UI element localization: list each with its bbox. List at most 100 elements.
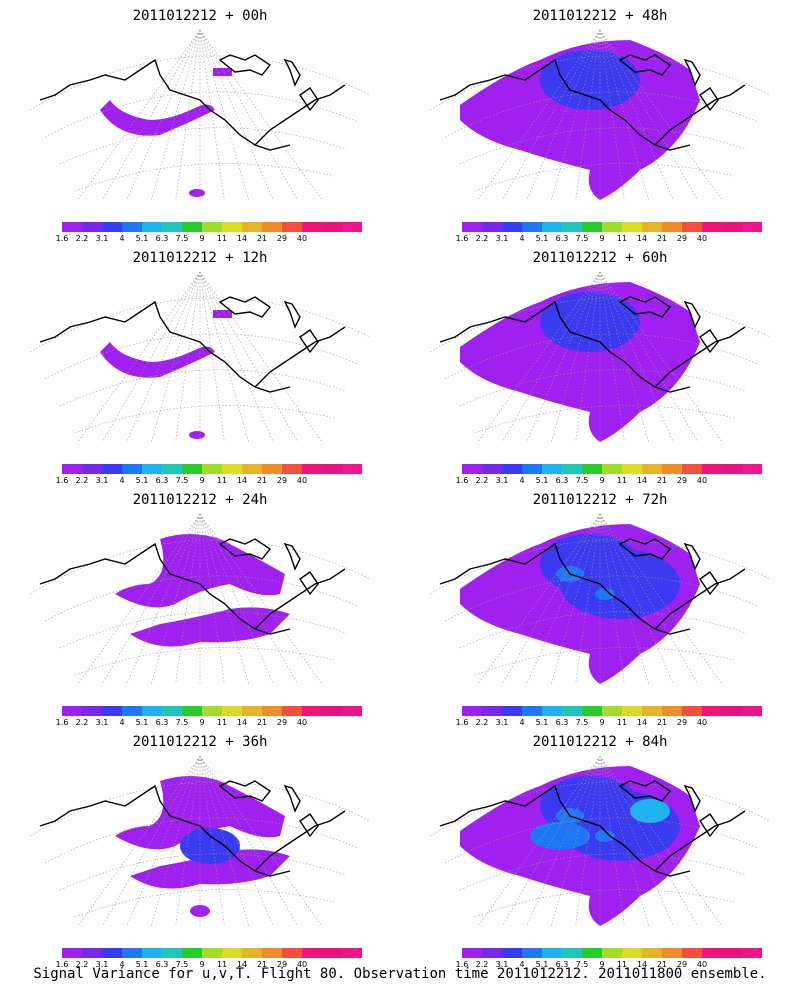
colorbar-tick-label: 7.5 — [575, 960, 589, 969]
colorbar-swatch — [502, 706, 522, 716]
colorbar-swatch — [662, 222, 682, 232]
colorbar-tick-label: 5.1 — [135, 718, 149, 727]
colorbar-tick-label: 5.1 — [135, 960, 149, 969]
coastline — [439, 538, 746, 635]
colorbar-tick-label: 4 — [119, 718, 125, 727]
colorbar-swatch — [302, 706, 322, 716]
panel-title: 2011012212 + 36h — [132, 734, 268, 750]
panel-title: 2011012212 + 72h — [532, 492, 668, 508]
colorbar-swatch — [322, 222, 342, 232]
colorbar-tick-label: 5.1 — [535, 234, 549, 243]
colorbar-swatch — [722, 948, 742, 958]
colorbar-swatch — [482, 222, 502, 232]
colorbar-tick-label: 29 — [276, 476, 288, 485]
colorbar-tick-label: 1.6 — [55, 234, 69, 243]
colorbar-swatch — [742, 706, 762, 716]
colorbar-tick-label: 29 — [676, 718, 688, 727]
colorbar-tick-label: 6.3 — [555, 476, 569, 485]
colorbar-swatch — [202, 464, 222, 474]
panel-title: 2011012212 + 84h — [532, 734, 668, 750]
colorbar-swatch — [302, 948, 322, 958]
colorbar-tick-label: 4 — [519, 476, 525, 485]
variance-field — [460, 282, 700, 442]
colorbar-tick-label: 29 — [676, 476, 688, 485]
colorbar-swatch — [102, 464, 122, 474]
colorbar-tick-label: 2.2 — [75, 234, 89, 243]
colorbar-swatch — [142, 222, 162, 232]
colorbar-swatch — [262, 464, 282, 474]
colorbar-swatch — [682, 222, 702, 232]
colorbar-swatch — [482, 706, 502, 716]
colorbar-tick-label: 5.1 — [135, 234, 149, 243]
colorbar-tick-label: 40 — [696, 960, 708, 969]
colorbar-tick-label: 3.1 — [95, 234, 109, 243]
graticule — [429, 271, 771, 443]
forecast-panel-72h: 2011012212 + 72h 1.6 2.2 3.1 4 5.1 6.3 7.5 9 11 14… — [400, 484, 800, 727]
colorbar-tick-label: 7.5 — [175, 960, 189, 969]
colorbar-swatch — [342, 948, 362, 958]
colorbar-tick-label: 3.1 — [95, 960, 109, 969]
colorbar-swatch — [242, 222, 262, 232]
colorbar-swatch — [502, 464, 522, 474]
forecast-panel-36h: 2011012212 + 36h 1.6 2.2 3.1 4 5.1 6.3 7.5 9 11 14… — [0, 726, 400, 969]
coastline — [39, 538, 346, 635]
colorbar-labels: 1.6 2.2 3.1 4 5.1 6.3 7.5 9 11 14 21 29 40 — [56, 960, 362, 972]
colorbar-tick-label: 3.1 — [495, 476, 509, 485]
colorbar-tick-label: 40 — [296, 960, 308, 969]
colorbar-swatch — [522, 706, 542, 716]
colorbar-swatch — [542, 464, 562, 474]
forecast-panel-00h: 2011012212 + 00h 1.6 2.2 3.1 4 5.1 6.3 7.5 9 11 14… — [0, 0, 400, 243]
colorbar-tick-label: 2.2 — [475, 960, 489, 969]
colorbar-swatch — [102, 222, 122, 232]
colorbar-tick-label: 21 — [656, 476, 668, 485]
colorbar-tick-label: 21 — [256, 960, 268, 969]
colorbar-tick-label: 29 — [676, 234, 688, 243]
colorbar-swatch — [282, 706, 302, 716]
colorbar-tick-label: 21 — [256, 718, 268, 727]
panel-title: 2011012212 + 00h — [132, 8, 268, 24]
colorbar-swatch — [322, 948, 342, 958]
colorbar-swatch — [122, 222, 142, 232]
colorbar-tick-label: 11 — [216, 960, 228, 969]
colorbar-swatch — [262, 706, 282, 716]
colorbar-swatch — [582, 948, 602, 958]
coastline — [439, 54, 746, 151]
colorbar-swatch — [62, 222, 82, 232]
colorbar-tick-label: 9 — [599, 960, 605, 969]
colorbar-swatch — [682, 948, 702, 958]
variance-field — [460, 40, 700, 200]
colorbar-tick-label: 21 — [256, 234, 268, 243]
colorbar-swatch — [742, 948, 762, 958]
colorbar-swatch — [282, 222, 302, 232]
colorbar-tick-label: 6.3 — [155, 476, 169, 485]
graticule — [29, 29, 371, 201]
colorbar-swatch — [642, 222, 662, 232]
colorbar-tick-label: 29 — [676, 960, 688, 969]
colorbar-tick-label: 14 — [636, 476, 648, 485]
colorbar-tick-label: 6.3 — [155, 960, 169, 969]
colorbar-swatch — [622, 706, 642, 716]
colorbar-tick-label: 11 — [616, 960, 628, 969]
colorbar-tick-label: 9 — [199, 718, 205, 727]
colorbar-swatch — [542, 948, 562, 958]
colorbar-swatch — [142, 464, 162, 474]
colorbar-swatch — [562, 464, 582, 474]
colorbar-swatch — [302, 464, 322, 474]
graticule — [29, 271, 371, 443]
colorbar-swatch — [162, 706, 182, 716]
panel-title: 2011012212 + 48h — [532, 8, 668, 24]
colorbar-tick-label: 40 — [696, 718, 708, 727]
colorbar-swatch — [702, 464, 722, 474]
colorbar-swatch — [142, 948, 162, 958]
colorbar-swatch — [182, 464, 202, 474]
colorbar-swatch — [62, 706, 82, 716]
colorbar-swatch — [462, 948, 482, 958]
colorbar-tick-label: 40 — [696, 476, 708, 485]
colorbar-tick-label: 7.5 — [175, 476, 189, 485]
colorbar-swatch — [242, 948, 262, 958]
figure-caption: Signal Variance for u,v,T. Flight 80. Ob… — [33, 966, 767, 982]
coastline — [39, 296, 346, 393]
colorbar-tick-label: 11 — [616, 476, 628, 485]
variance-field — [460, 766, 700, 926]
colorbar-tick-label: 1.6 — [455, 960, 469, 969]
